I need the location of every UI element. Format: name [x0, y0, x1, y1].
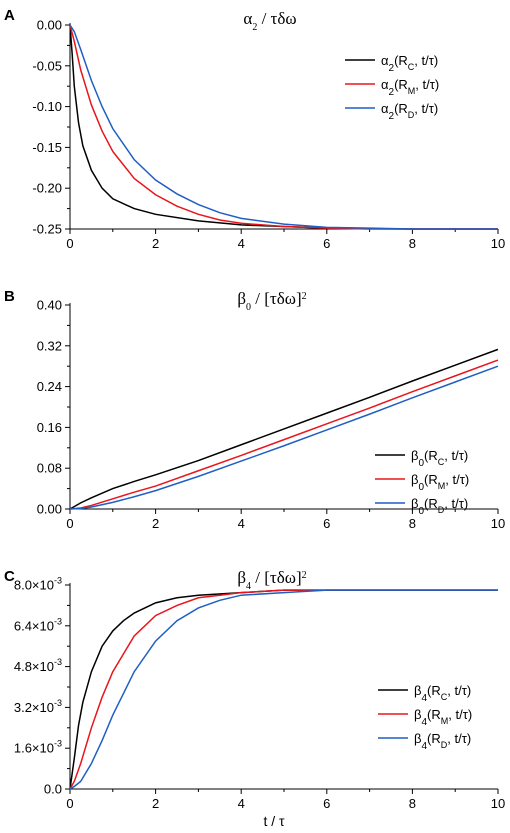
panel-title: α2 / τδω — [243, 9, 296, 33]
y-tick-label: 8.0×10-3 — [14, 576, 62, 593]
legend: β4(RC, t/τ) β4(RM, t/τ) β4(RD, t/τ) — [378, 683, 472, 752]
legend-label: β4(RC, t/τ) — [414, 683, 471, 704]
y-tick-label: 0.40 — [37, 298, 62, 313]
y-tick-label: -0.25 — [32, 222, 62, 237]
y-tick-label: -0.15 — [32, 140, 62, 155]
x-tick-label: 6 — [323, 516, 330, 531]
x-tick-label: 0 — [66, 516, 73, 531]
x-tick-label: 8 — [409, 516, 416, 531]
y-tick-label: 0.00 — [37, 502, 62, 517]
series-line-c — [69, 348, 499, 510]
legend-label: α2(RD, t/τ) — [381, 101, 438, 122]
x-tick-label: 2 — [152, 236, 159, 251]
y-tick-label: 0.24 — [37, 379, 62, 394]
x-tick-label: 10 — [491, 796, 505, 811]
y-tick-label: 0.0 — [44, 782, 62, 797]
y-tick-label: 4.8×10-3 — [14, 657, 62, 674]
legend-label: β0(RM, t/τ) — [411, 472, 469, 493]
y-tick-label: 0.08 — [37, 461, 62, 476]
legend-label: β4(RD, t/τ) — [414, 731, 471, 752]
panel-title: β4 / [τδω]2 — [237, 568, 306, 592]
legend-label: β0(RC, t/τ) — [411, 448, 468, 469]
series-line-d — [69, 24, 498, 230]
series-line-m — [69, 24, 498, 230]
y-tick-label: 6.4×10-3 — [14, 616, 62, 633]
panel-letter: C — [4, 568, 15, 585]
legend-label: α2(RC, t/τ) — [381, 53, 438, 74]
x-tick-label: 4 — [238, 516, 245, 531]
x-tick-label: 8 — [409, 796, 416, 811]
legend-label: β4(RM, t/τ) — [414, 707, 472, 728]
y-tick-label: 0.00 — [37, 18, 62, 33]
legend-label: α2(RM, t/τ) — [381, 77, 439, 98]
panel-title: β0 / [τδω]2 — [237, 289, 306, 313]
x-tick-label: 6 — [323, 236, 330, 251]
series-line-m — [69, 359, 499, 510]
y-tick-label: 0.16 — [37, 420, 62, 435]
y-tick-label: -0.20 — [32, 181, 62, 196]
panel-letter: A — [4, 7, 15, 24]
x-tick-label: 8 — [409, 236, 416, 251]
x-tick-label: 4 — [238, 236, 245, 251]
x-tick-label: 0 — [66, 236, 73, 251]
legend: β0(RC, t/τ) β0(RM, t/τ) β0(RD, t/τ) — [375, 448, 469, 517]
y-tick-label: 3.2×10-3 — [14, 698, 62, 715]
legend: α2(RC, t/τ) α2(RM, t/τ) α2(RD, t/τ) — [345, 53, 439, 122]
x-tick-label: 10 — [491, 516, 505, 531]
series-line-d — [69, 589, 498, 790]
y-tick-label: 0.32 — [37, 338, 62, 353]
x-tick-label: 10 — [491, 236, 505, 251]
y-tick-label: -0.05 — [32, 58, 62, 73]
x-tick-label: 6 — [323, 796, 330, 811]
x-tick-label: 2 — [152, 516, 159, 531]
y-tick-label: 1.6×10-3 — [14, 739, 62, 756]
legend-label: β0(RD, t/τ) — [411, 496, 468, 517]
x-axis-label: t / τ — [263, 813, 285, 829]
x-tick-label: 0 — [66, 796, 73, 811]
y-tick-label: -0.10 — [32, 99, 62, 114]
series-line-d — [69, 365, 499, 510]
x-tick-label: 4 — [238, 796, 245, 811]
panel-letter: B — [4, 288, 15, 305]
x-tick-label: 2 — [152, 796, 159, 811]
